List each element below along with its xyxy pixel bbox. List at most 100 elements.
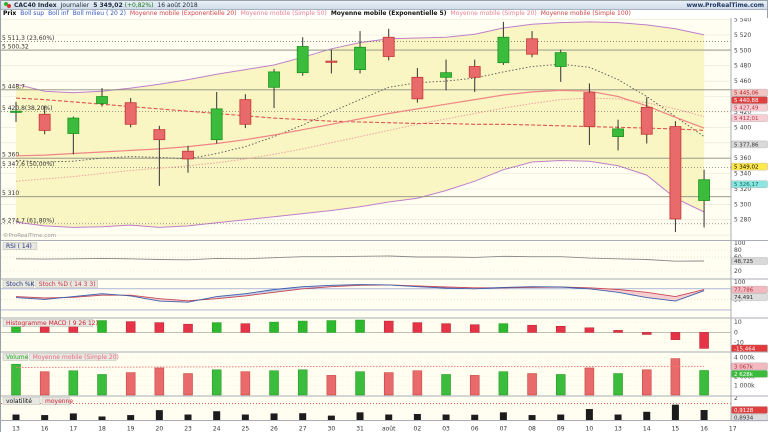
macd-bar bbox=[97, 320, 107, 333]
rsi-panel[interactable] bbox=[1, 249, 731, 272]
date-label: août bbox=[382, 426, 396, 432]
date-label: 31 bbox=[356, 426, 364, 432]
axis-value-tag-label: 5 440,88 bbox=[734, 98, 759, 104]
macd-bar bbox=[584, 327, 595, 333]
candle-body bbox=[296, 46, 309, 74]
volatility-axis[interactable]: 2 0,9128 0,8934 bbox=[731, 395, 768, 422]
candle-body bbox=[382, 36, 395, 57]
volume-bar bbox=[68, 370, 79, 396]
macd-bar bbox=[699, 332, 709, 349]
volatility-bar bbox=[184, 414, 192, 420]
indicator-legend-label: volatilité bbox=[6, 398, 32, 405]
legend-item[interactable]: Moyenne mobile (Simple 20) bbox=[450, 10, 537, 17]
candle-body bbox=[440, 72, 452, 78]
indicator-legend-chip bbox=[2, 353, 28, 361]
copyright-watermark: ©ProRealTime.com bbox=[3, 232, 56, 239]
fib-level-label: 5 360 bbox=[2, 152, 19, 159]
legend-item[interactable]: Prix bbox=[3, 10, 17, 17]
macd-legend[interactable]: Histogramme MACD ( 9 26 12) bbox=[2, 319, 98, 328]
axis-tick-label: 5 300 bbox=[734, 201, 751, 208]
macd-bar bbox=[269, 321, 279, 333]
prorealtime-logo-icon bbox=[4, 2, 11, 8]
volume-bar bbox=[412, 370, 423, 396]
volatility-panel[interactable] bbox=[1, 403, 731, 420]
axis-value-tag-label: 5 326,17 bbox=[734, 182, 759, 188]
macd-bar bbox=[441, 323, 451, 333]
legend-item[interactable]: Boll milieu ( 20 2) bbox=[72, 10, 126, 17]
axis-value-tag-label: 3 067k bbox=[734, 364, 754, 370]
fib-level-label: 5 511,3 (23,60%) bbox=[2, 35, 54, 42]
price-legend-bar[interactable]: Prix Boll sup Boll inf Boll milieu ( 20 2) M… bbox=[1, 10, 767, 18]
volume-legend[interactable]: Volume Moyenne mobile (Simple 20) bbox=[2, 353, 119, 362]
axis-value-tag-label: 48,725 bbox=[734, 259, 754, 265]
chart-canvas[interactable]: ©ProRealTime.com 5 511,3 (23,60%) 5 500,32… bbox=[1, 18, 768, 432]
macd-bar bbox=[154, 322, 165, 333]
date-label: 09 bbox=[557, 426, 565, 432]
axis-value-tag-label: 5 427,49 bbox=[734, 106, 759, 112]
candle-body bbox=[38, 113, 51, 131]
indicator-legend-chip bbox=[29, 353, 117, 361]
axis-tick-label: 5 520 bbox=[734, 32, 751, 39]
rsi-legend[interactable]: RSI ( 14) bbox=[2, 242, 38, 251]
price-change: (+0,82%) bbox=[124, 1, 154, 9]
candlesticks[interactable] bbox=[10, 21, 710, 233]
date-label: 24 bbox=[213, 426, 221, 432]
volume-bar bbox=[498, 371, 509, 396]
volume-bar bbox=[441, 374, 451, 396]
axis-value-tag-label: 0,9128 bbox=[734, 408, 754, 414]
macd-panel[interactable] bbox=[1, 319, 731, 349]
indicator-legend-label: Stoch %K bbox=[6, 281, 36, 288]
legend-item[interactable]: Moyenne mobile (Simple 100) bbox=[540, 10, 631, 17]
candle-body bbox=[612, 128, 624, 137]
quote-date: 16 août 2018 bbox=[157, 1, 198, 9]
date-label: 14 bbox=[643, 426, 651, 432]
candle-body bbox=[698, 179, 710, 201]
volatility-bar bbox=[442, 414, 450, 420]
axis-tick-label: 1 000k bbox=[734, 383, 755, 390]
legend-item[interactable]: Moyenne mobile (Simple 50) bbox=[240, 10, 327, 17]
volatility-bar bbox=[499, 412, 507, 420]
candle-body bbox=[10, 110, 22, 113]
macd-bar bbox=[555, 325, 566, 333]
macd-bar bbox=[412, 322, 423, 333]
axis-tick-label: 5 340 bbox=[734, 171, 751, 178]
volatility-bar bbox=[585, 409, 593, 420]
volume-bar bbox=[613, 373, 623, 396]
fib-level-label: 5 420,8(38,20%) bbox=[2, 105, 52, 112]
fib-level-label: 5 347,6 (50,00%) bbox=[2, 161, 54, 168]
volume-bar bbox=[297, 369, 308, 396]
date-label: 13 bbox=[12, 426, 20, 432]
date-label: 13 bbox=[614, 426, 622, 432]
volume-panel[interactable] bbox=[1, 357, 731, 396]
candle-body bbox=[153, 129, 166, 141]
legend-item[interactable]: Boll inf bbox=[48, 10, 69, 17]
legend-item[interactable]: Moyenne mobile (Exponentielle 20) bbox=[129, 10, 237, 17]
volatility-bar bbox=[671, 404, 679, 420]
volatility-bar bbox=[299, 413, 307, 420]
date-label: 30 bbox=[328, 426, 336, 432]
volume-bar bbox=[240, 371, 251, 396]
volume-bar bbox=[39, 371, 50, 396]
volatility-bar bbox=[155, 410, 163, 420]
legend-item[interactable]: Moyenne mobile (Exponentielle 5) bbox=[330, 10, 447, 17]
date-label: 16 bbox=[41, 426, 49, 432]
date-label: 17 bbox=[70, 426, 78, 432]
timeframe-label: Journalier bbox=[60, 1, 90, 9]
volume-bar bbox=[641, 369, 652, 396]
indicator-legend-label: Volume bbox=[6, 354, 29, 361]
candle-body bbox=[497, 36, 510, 64]
macd-bar bbox=[125, 321, 136, 333]
stoch-legend[interactable]: Stoch %K Stoch %D ( 14 3 3) bbox=[2, 280, 98, 289]
macd-bar bbox=[211, 322, 222, 333]
stoch-panel[interactable] bbox=[1, 284, 731, 311]
volatility-bar bbox=[127, 415, 135, 420]
axis-tick-label: 2 bbox=[734, 395, 738, 402]
volatility-legend[interactable]: volatilité moyenne bbox=[2, 397, 73, 406]
candle-body bbox=[124, 102, 137, 125]
date-axis[interactable]: 13 16 17 18 19 20 23 24 25 26 27 30 31 août 02 03 06 07 08… bbox=[12, 426, 737, 432]
rsi-axis[interactable]: 10080602048,725 bbox=[731, 240, 768, 275]
legend-item[interactable]: Boll sup bbox=[20, 10, 45, 17]
